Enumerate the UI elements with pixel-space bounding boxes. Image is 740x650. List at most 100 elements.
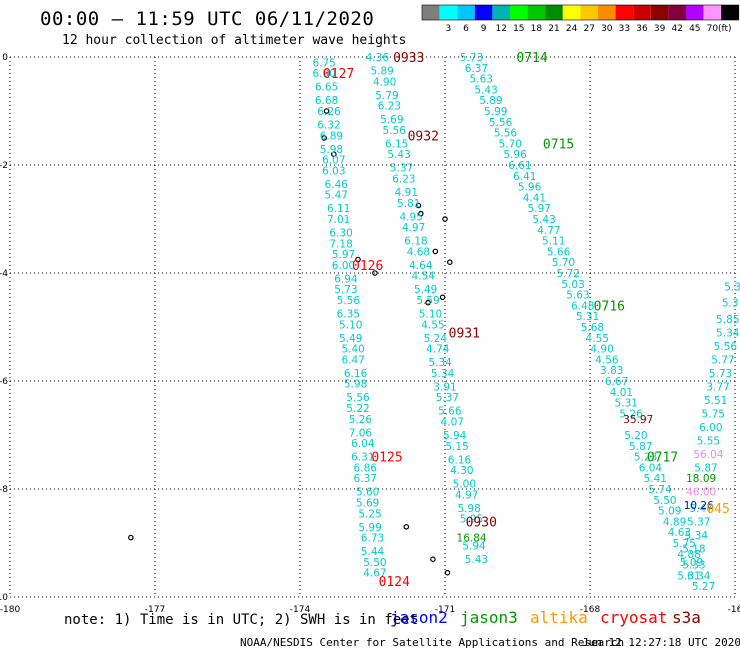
- x-tick-label: -174: [290, 605, 311, 615]
- wave-height-point: 6.03: [322, 165, 345, 177]
- wave-height-point: 6.37: [465, 63, 488, 75]
- colorbar-swatch: [580, 5, 598, 20]
- wave-height-point: 5.11: [542, 236, 565, 248]
- wave-height-point: 5.49: [414, 284, 437, 296]
- wave-height-point: 35.97: [623, 414, 653, 426]
- island-marker: [372, 270, 378, 276]
- wave-height-point: 5.47: [689, 503, 712, 515]
- wave-height-point: 4.63: [668, 527, 691, 539]
- wave-height-point: 6.35: [337, 309, 360, 321]
- wave-height-point: 4.95: [399, 211, 422, 223]
- wave-height-point: 5.10: [419, 309, 442, 321]
- wave-height-point: 5.43: [532, 214, 555, 226]
- wave-height-point: 5.3: [722, 298, 739, 310]
- wave-height-point: 4.74: [426, 344, 450, 356]
- wave-height-point: 5.31: [677, 570, 700, 582]
- colorbar-label: 36: [636, 24, 648, 34]
- wave-height-point: 6.07: [322, 155, 345, 167]
- wave-height-point: 5.87: [629, 441, 652, 453]
- wave-height-point: 6.00: [312, 68, 335, 80]
- wave-height-point: 4.91: [395, 187, 418, 199]
- y-tick-label: -10: [0, 593, 8, 603]
- wave-height-point: 5.56: [383, 125, 407, 137]
- colorbar-label: 39: [654, 24, 666, 34]
- wave-height-point: 4.55: [421, 319, 444, 331]
- wave-height-point: 4.01: [610, 387, 633, 399]
- y-tick-label: -6: [0, 377, 8, 387]
- footer-credit: NOAA/NESDIS Center for Satellite Applica…: [240, 636, 625, 649]
- island-marker: [355, 256, 361, 263]
- x-tick-label: -180: [0, 605, 20, 615]
- wave-height-point: 5.73: [709, 368, 732, 380]
- wave-height-point: 5.3: [724, 282, 740, 294]
- wave-height-point: 5.69: [356, 498, 379, 510]
- island-marker: [425, 299, 431, 306]
- wave-height-point: 5.34: [431, 368, 455, 380]
- wave-height-point: 5.43: [387, 149, 410, 161]
- island-marker: [432, 248, 439, 255]
- wave-height-point: 5.56: [337, 295, 361, 307]
- wave-height-point: 5.49: [339, 333, 362, 345]
- pass-time-label: 0124: [379, 575, 410, 590]
- wave-height-point: 56.04: [693, 449, 723, 461]
- wave-height-point: 3.91: [433, 381, 456, 393]
- colorbar: 3 6 9 12 15 18 21 24 27 30 33 36 39 42 45 70 (ft): [421, 4, 740, 34]
- wave-height-point: 5.25: [358, 508, 381, 520]
- colorbar-unit: (ft): [718, 24, 732, 34]
- colorbar-swatch: [633, 5, 651, 20]
- wave-height-point: 5.74: [648, 484, 672, 496]
- legend-cryosat: cryosat: [600, 608, 668, 627]
- colorbar-label: 30: [601, 24, 613, 34]
- footer-note: note: 1) Time is in UTC; 2) SWH is in fe…: [64, 612, 419, 628]
- wave-height-point: 5.79: [375, 90, 398, 102]
- island-marker: [321, 135, 327, 141]
- island-marker: [442, 216, 448, 222]
- wave-height-point: 5.98: [457, 503, 480, 515]
- wave-height-point: 6.26: [317, 106, 341, 118]
- wave-height-point: 5.23: [634, 452, 657, 464]
- island-marker: [403, 523, 410, 530]
- wave-height-point: 6.30: [329, 228, 352, 240]
- colorbar-swatch: [492, 5, 510, 20]
- wave-height-point: 5.87: [694, 462, 717, 474]
- wave-height-point: 5.85: [716, 314, 739, 326]
- island-marker: [323, 108, 330, 114]
- wave-height-point: 5.20: [624, 430, 647, 442]
- y-tick-label: -4: [0, 269, 8, 279]
- wave-height-point: 5.47: [325, 190, 348, 202]
- footer-date: Jun 12 12:27:18 UTC 2020: [582, 636, 740, 649]
- pass-time-label: 0716: [594, 299, 625, 314]
- pass-time-label: 0933: [393, 51, 424, 66]
- pass-time-label: 0931: [449, 326, 480, 341]
- wave-height-point: 5.77: [711, 354, 734, 366]
- island-marker: [331, 151, 337, 158]
- wave-height-point: 4.56: [595, 354, 619, 366]
- wave-height-point: 5.40: [341, 344, 364, 356]
- wave-height-point: 5.69: [380, 114, 403, 126]
- wave-height-point: 7.01: [327, 214, 350, 226]
- wave-height-point: 5.43: [474, 84, 497, 96]
- colorbar-swatch: [562, 5, 581, 20]
- wave-height-point: 6.00: [332, 260, 355, 272]
- wave-height-point: 5.26: [619, 408, 643, 420]
- wave-height-point: 16.84: [457, 533, 487, 545]
- wave-height-point: 5.60: [356, 487, 379, 499]
- legend-s3a: s3a: [672, 608, 701, 627]
- island-marker: [444, 569, 451, 576]
- legend-jason2: jason2: [390, 608, 448, 627]
- wave-height-point: 6.37: [354, 473, 377, 485]
- wave-height-point: 5.34: [685, 530, 709, 542]
- colorbar-label: 70: [707, 24, 719, 34]
- colorbar-label: 12: [495, 24, 506, 34]
- colorbar-label: 6: [463, 24, 469, 34]
- wave-height-point: 5.51: [704, 395, 727, 407]
- wave-height-point: 5.44: [361, 546, 385, 558]
- wave-height-point: 6.32: [317, 120, 340, 132]
- wave-height-point: 4.90: [373, 76, 396, 88]
- colorbar-swatch: [422, 5, 440, 20]
- wave-height-point: 5.34: [428, 357, 452, 369]
- wave-height-point: 4.54: [412, 271, 436, 283]
- colorbar-swatch: [650, 5, 669, 20]
- x-tick-label: -16: [728, 605, 740, 615]
- wave-height-point: 5.68: [581, 322, 604, 334]
